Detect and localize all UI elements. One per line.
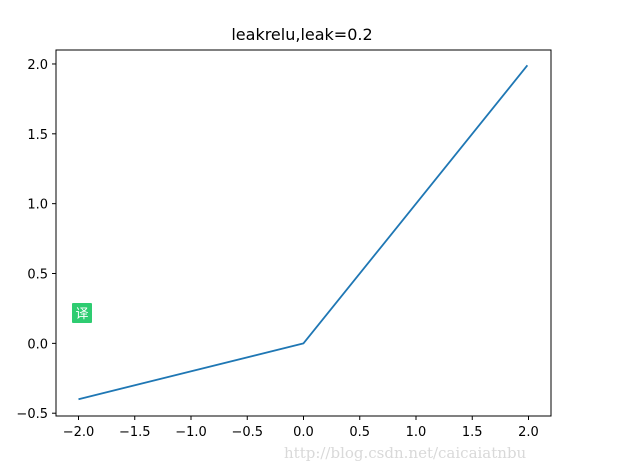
- x-tick-label: 2.0: [518, 425, 539, 440]
- y-tick-label: 1.0: [27, 198, 48, 213]
- x-tick-label: −2.0: [63, 425, 95, 440]
- x-tick-label: 1.5: [462, 425, 483, 440]
- plot-area-frame: [55, 49, 552, 417]
- chart-title: leakrelu,leak=0.2: [231, 25, 372, 44]
- y-tick-label: 1.5: [27, 128, 48, 143]
- translate-badge-label: 译: [75, 307, 88, 322]
- y-tick-label: 2.0: [27, 58, 48, 73]
- y-tick-label: −0.5: [16, 407, 48, 422]
- x-tick-label: −1.5: [119, 425, 151, 440]
- series-line: [78, 64, 529, 401]
- watermark-text: http://blog.csdn.net/caicaiatnbu: [284, 444, 527, 462]
- translate-badge[interactable]: 译: [72, 303, 92, 323]
- x-tick-label: 0.5: [349, 425, 370, 440]
- x-tick-label: −1.0: [175, 425, 207, 440]
- y-tick-label: 0.5: [27, 268, 48, 283]
- series-layer: [78, 64, 529, 401]
- x-tick-label: 0.0: [293, 425, 314, 440]
- y-tick-label: 0.0: [27, 337, 48, 352]
- translate-badge-background: [72, 303, 92, 323]
- x-tick-label: 1.0: [406, 425, 427, 440]
- x-tick-label: −0.5: [231, 425, 263, 440]
- x-axis: −2.0 −1.5 −1.0 −0.5 0.0 0.5 1.0 1.5 2.0: [63, 416, 539, 440]
- y-axis: −0.5 0.0 0.5 1.0 1.5 2.0: [16, 58, 56, 422]
